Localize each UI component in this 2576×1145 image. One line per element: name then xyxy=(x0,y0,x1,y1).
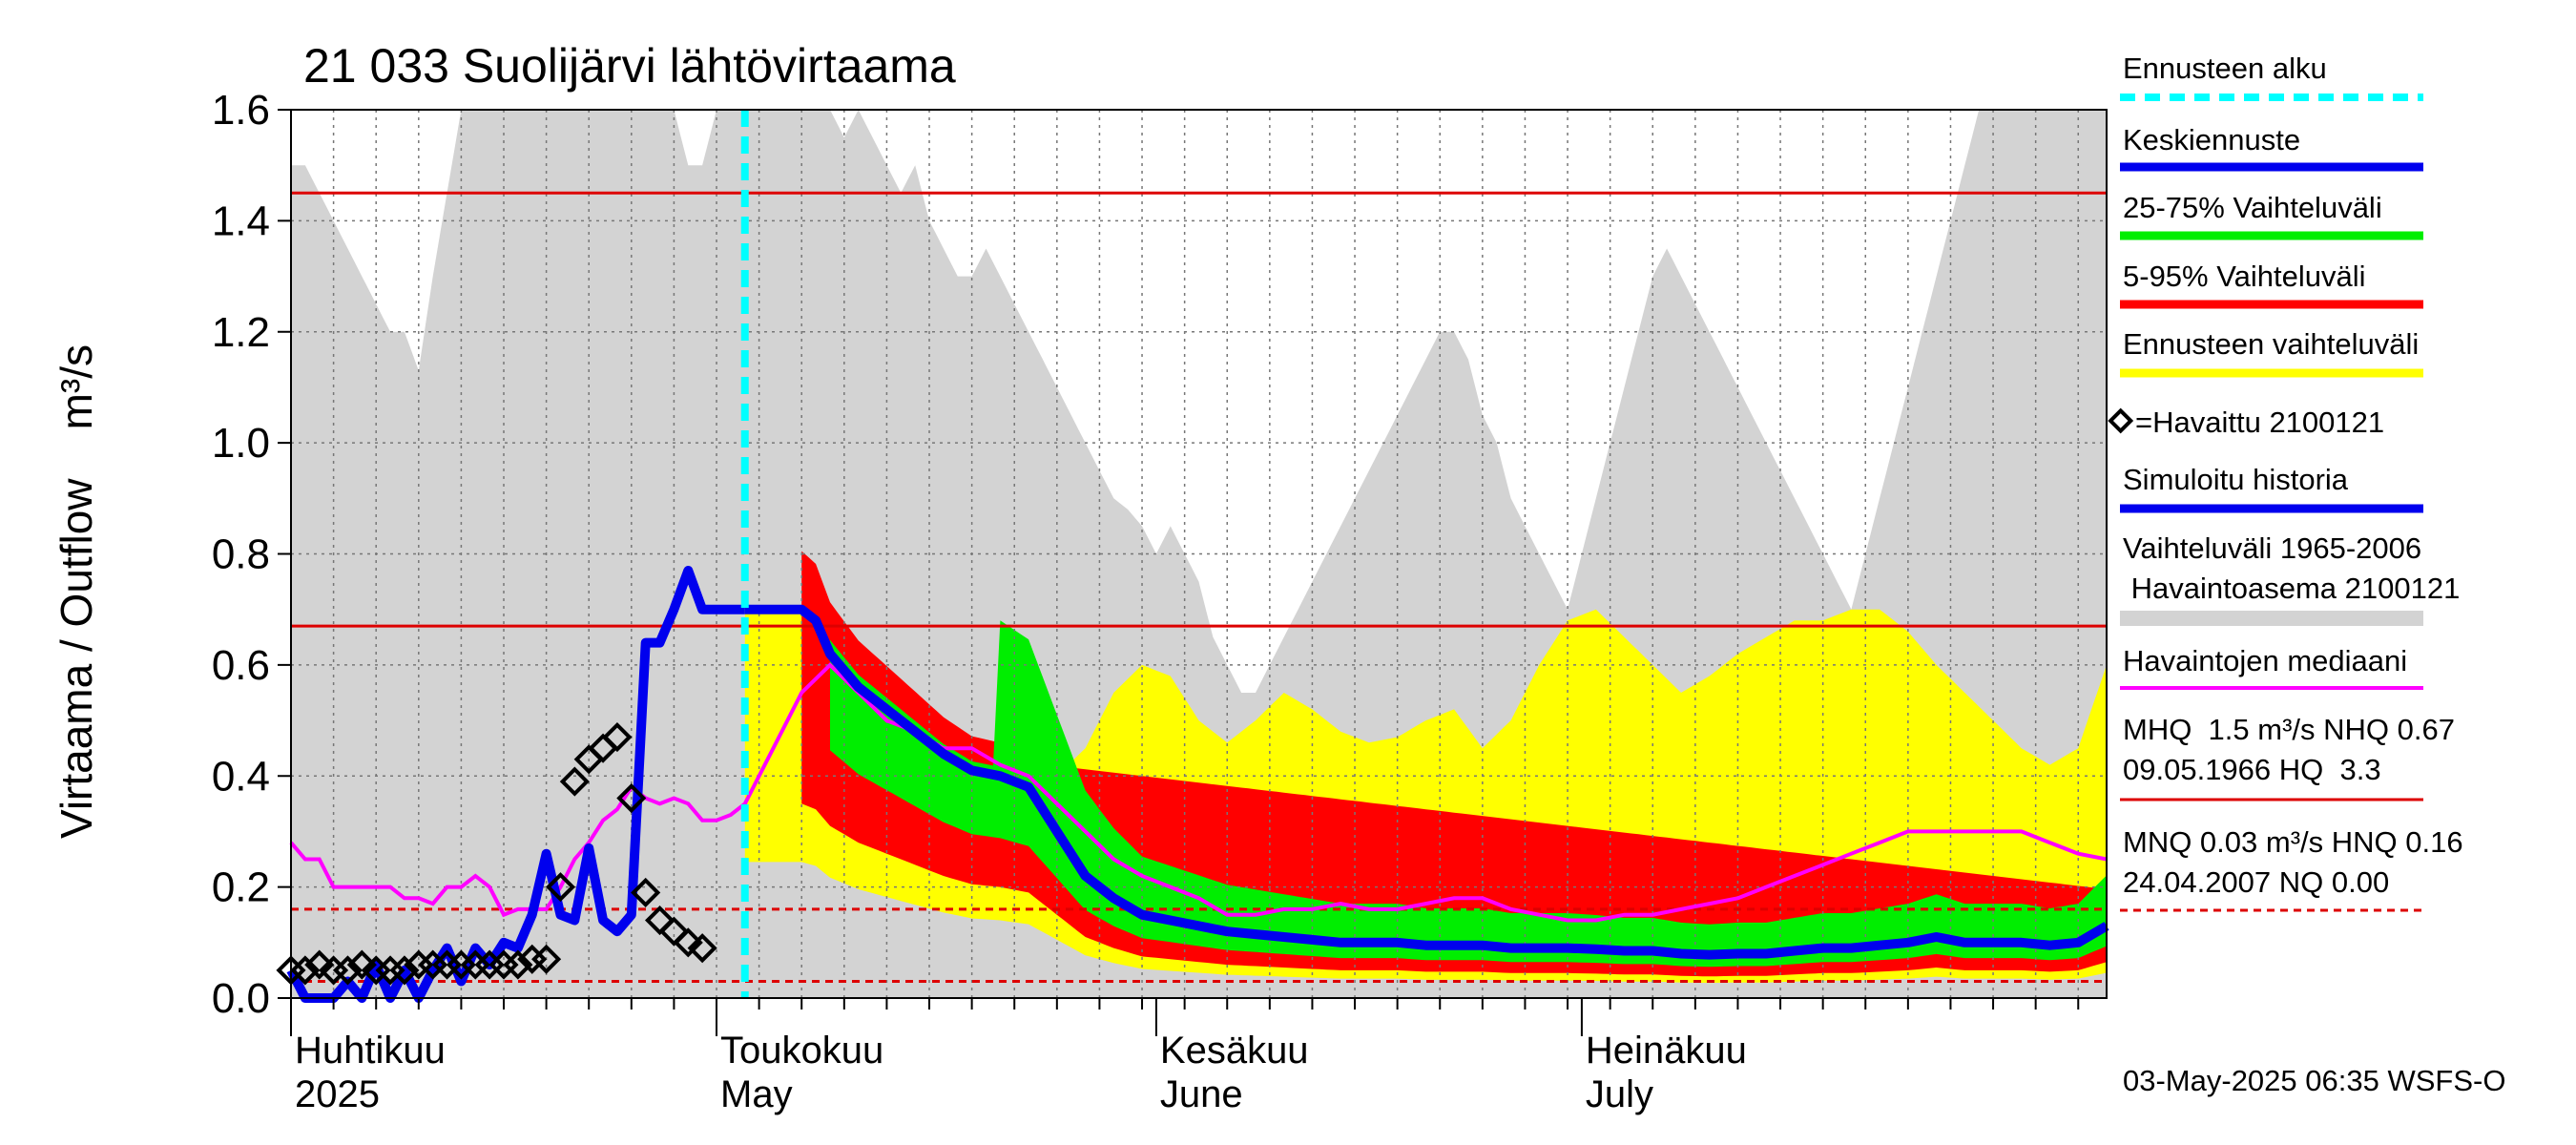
observed-point xyxy=(389,955,420,986)
legend-mean-label: Keskiennuste xyxy=(2123,123,2300,156)
y-tick-label: 0.2 xyxy=(212,864,270,911)
x-month-label-fi: Heinäkuu xyxy=(1586,1030,1747,1072)
observed-point xyxy=(559,766,590,797)
y-tick-label: 0.4 xyxy=(212,753,270,800)
y-tick-label: 0.6 xyxy=(212,642,270,689)
observed-point xyxy=(304,949,335,980)
legend-stats-4: 24.04.2007 NQ 0.00 xyxy=(2123,865,2389,899)
chart-title: 21 033 Suolijärvi lähtövirtaama xyxy=(303,39,956,93)
x-month-label-en: June xyxy=(1160,1073,1243,1115)
x-month-label-en: July xyxy=(1586,1073,1653,1115)
legend-5-95-label: 5-95% Vaihteluväli xyxy=(2123,260,2365,293)
grid xyxy=(290,109,2107,999)
simulated-history-line xyxy=(286,566,745,1003)
y-axis: 0.0 0.2 0.4 0.6 0.8 1.0 1.2 1.4 1.6 xyxy=(212,87,291,1022)
legend-hist-range-label-2: Havaintoasema 2100121 xyxy=(2123,572,2460,605)
legend-observed-label: =Havaittu 2100121 xyxy=(2135,406,2384,439)
legend-observed-marker xyxy=(2108,407,2134,434)
observed-point xyxy=(332,955,364,986)
observed-point xyxy=(602,721,633,753)
observed-point xyxy=(531,944,562,974)
y-tick-label: 1.4 xyxy=(212,198,270,244)
reference-lines xyxy=(291,191,2107,984)
mean-forecast-line xyxy=(744,604,2109,960)
observed-point xyxy=(616,782,647,814)
legend-stats-3: MNQ 0.03 m³/s HNQ 0.16 xyxy=(2123,825,2463,859)
observed-point xyxy=(631,877,661,908)
legend-forecast-start-label: Ennusteen alku xyxy=(2123,52,2327,85)
y-tick-label: 1.6 xyxy=(212,87,270,134)
observed-points xyxy=(276,721,717,986)
x-month-label-fi: Kesäkuu xyxy=(1160,1030,1309,1072)
x-month-label-en: May xyxy=(720,1073,793,1115)
legend-simulated-label: Simuloitu historia xyxy=(2123,463,2349,496)
legend-hist-range-label-1: Vaihteluväli 1965-2006 xyxy=(2123,531,2421,565)
legend-forecast-range-label: Ennusteen vaihteluväli xyxy=(2123,327,2419,361)
legend-stats-2: 09.05.1966 HQ 3.3 xyxy=(2123,753,2381,786)
y-tick-label: 1.0 xyxy=(212,420,270,467)
y-tick-label: 1.2 xyxy=(212,309,270,356)
x-month-label-fi: Huhtikuu xyxy=(295,1030,446,1072)
plot-area xyxy=(276,109,2109,1003)
x-month-label-fi: Toukokuu xyxy=(720,1030,883,1072)
median-line xyxy=(289,662,2108,923)
x-month-label-en: 2025 xyxy=(295,1073,380,1115)
observed-point xyxy=(346,949,377,980)
observed-point xyxy=(290,955,321,986)
y-axis-label: Virtaama / Outflow m³/s xyxy=(52,344,101,839)
legend-median-label: Havaintojen mediaani xyxy=(2123,644,2407,677)
footer-timestamp: 03-May-2025 06:35 WSFS-O xyxy=(2123,1064,2505,1097)
observed-point xyxy=(687,933,717,964)
legend: Ennusteen alku Keskiennuste 25-75% Vaiht… xyxy=(2108,52,2463,912)
legend-25-75-label: 25-75% Vaihteluväli xyxy=(2123,191,2382,224)
observed-point xyxy=(503,949,533,980)
y-tick-label: 0.0 xyxy=(212,975,270,1022)
observed-point xyxy=(545,872,576,903)
y-tick-label: 0.8 xyxy=(212,531,270,578)
legend-stats-1: MHQ 1.5 m³/s NHQ 0.67 xyxy=(2123,713,2455,746)
observed-point xyxy=(673,927,703,958)
